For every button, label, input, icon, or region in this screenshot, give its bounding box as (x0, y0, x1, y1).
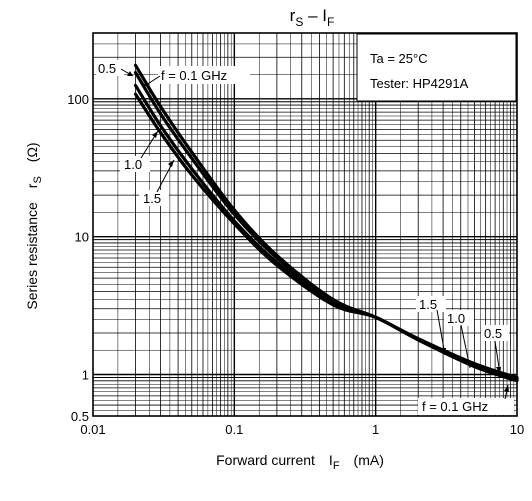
annotation-0.5-top: 0.5 (98, 61, 116, 76)
x-tick-label: 0.01 (80, 422, 105, 437)
annotations-bottom-right: 1.5 1.0 0.5 f = 0.1 GHz (416, 296, 514, 415)
annotation-freq-bottom: f = 0.1 GHz (422, 399, 488, 414)
annotation-1.5-bottom: 1.5 (419, 297, 437, 312)
tick-labels: 0.01 0.1 1 10 0.5 1 10 100 (67, 92, 524, 437)
x-tick-label: 0.1 (225, 422, 243, 437)
y-tick-label: 10 (75, 230, 89, 245)
condition-temperature: Ta = 25°C (370, 51, 428, 66)
x-axis-label: Forward current IF (mA) (216, 452, 384, 472)
grid-lines (93, 33, 517, 416)
annotation-freq-top: f = 0.1 GHz (161, 68, 227, 83)
chart-title: rS – IF (290, 6, 335, 29)
x-tick-label: 10 (510, 422, 524, 437)
conditions-box: Ta = 25°C Tester: HP4291A (356, 33, 517, 102)
y-tick-label: 100 (67, 92, 89, 107)
y-tick-label: 1 (82, 367, 89, 382)
series-curves (133, 63, 519, 383)
annotation-1.0-bottom: 1.0 (447, 311, 465, 326)
annotation-1.5-top: 1.5 (143, 191, 161, 206)
annotation-0.5-bottom: 0.5 (484, 326, 502, 341)
y-tick-label: 0.5 (71, 409, 89, 424)
series-line-0.1 (133, 70, 519, 380)
annotations-top-left: 0.5 f = 0.1 GHz 1.0 1.5 (96, 60, 250, 206)
x-tick-label: 1 (372, 422, 379, 437)
annotation-1.0-top: 1.0 (124, 157, 142, 172)
plot-frame (92, 32, 518, 417)
condition-tester: Tester: HP4291A (370, 76, 469, 91)
series-line-1.5 (133, 92, 519, 383)
y-axis-label: Series resistancerS(Ω) (24, 142, 44, 309)
